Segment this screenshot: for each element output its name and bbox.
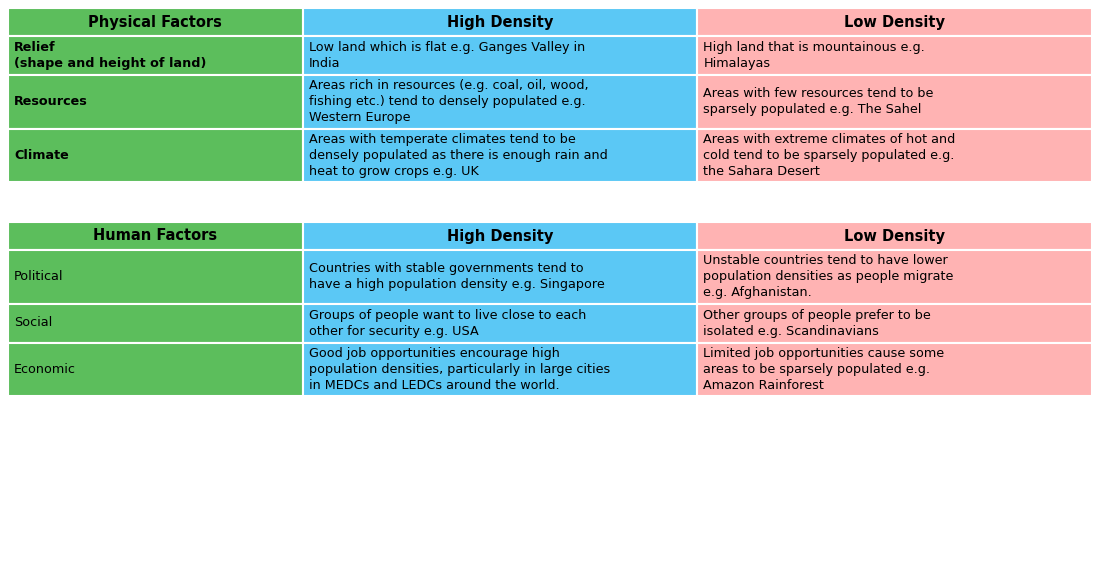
Text: Relief
(shape and height of land): Relief (shape and height of land) [14,41,207,70]
Text: Areas with temperate climates tend to be
densely populated as there is enough ra: Areas with temperate climates tend to be… [309,133,607,178]
Bar [697,342,1092,396]
Bar [302,36,697,75]
Bar [302,250,697,304]
Text: Areas with few resources tend to be
sparsely populated e.g. The Sahel: Areas with few resources tend to be spar… [703,87,934,116]
Text: Areas with extreme climates of hot and
cold tend to be sparsely populated e.g.
t: Areas with extreme climates of hot and c… [703,133,956,178]
Bar [302,128,697,182]
Bar [697,250,1092,304]
Bar [302,304,697,342]
Bar [697,222,1092,250]
Text: Climate: Climate [14,149,68,161]
Bar [8,250,302,304]
Bar [697,36,1092,75]
Bar [697,128,1092,182]
Bar [8,128,302,182]
Text: Physical Factors: Physical Factors [88,15,222,30]
Bar [697,75,1092,128]
Text: High Density: High Density [447,229,553,244]
Bar [302,75,697,128]
Text: Low Density: Low Density [844,229,945,244]
Text: Political: Political [14,271,64,283]
Text: Social: Social [14,317,53,329]
Bar [302,342,697,396]
Text: Unstable countries tend to have lower
population densities as people migrate
e.g: Unstable countries tend to have lower po… [703,254,954,299]
Text: Other groups of people prefer to be
isolated e.g. Scandinavians: Other groups of people prefer to be isol… [703,308,932,338]
Bar [697,8,1092,36]
Text: High Density: High Density [447,15,553,30]
Text: Groups of people want to live close to each
other for security e.g. USA: Groups of people want to live close to e… [309,308,586,338]
Bar [8,75,302,128]
Text: Resources: Resources [14,95,88,108]
Text: Good job opportunities encourage high
population densities, particularly in larg: Good job opportunities encourage high po… [309,347,610,392]
Bar [8,342,302,396]
Text: Economic: Economic [14,363,76,376]
Text: Limited job opportunities cause some
areas to be sparsely populated e.g.
Amazon : Limited job opportunities cause some are… [703,347,945,392]
Bar [8,36,302,75]
Bar [302,8,697,36]
Bar [8,304,302,342]
Bar [302,222,697,250]
Text: Countries with stable governments tend to
have a high population density e.g. Si: Countries with stable governments tend t… [309,262,605,292]
Text: Low Density: Low Density [844,15,945,30]
Text: Human Factors: Human Factors [94,229,218,244]
Text: Low land which is flat e.g. Ganges Valley in
India: Low land which is flat e.g. Ganges Valle… [309,41,585,70]
Bar [8,8,302,36]
Bar [8,222,302,250]
Bar [697,304,1092,342]
Text: Areas rich in resources (e.g. coal, oil, wood,
fishing etc.) tend to densely pop: Areas rich in resources (e.g. coal, oil,… [309,79,588,124]
Text: High land that is mountainous e.g.
Himalayas: High land that is mountainous e.g. Himal… [703,41,925,70]
